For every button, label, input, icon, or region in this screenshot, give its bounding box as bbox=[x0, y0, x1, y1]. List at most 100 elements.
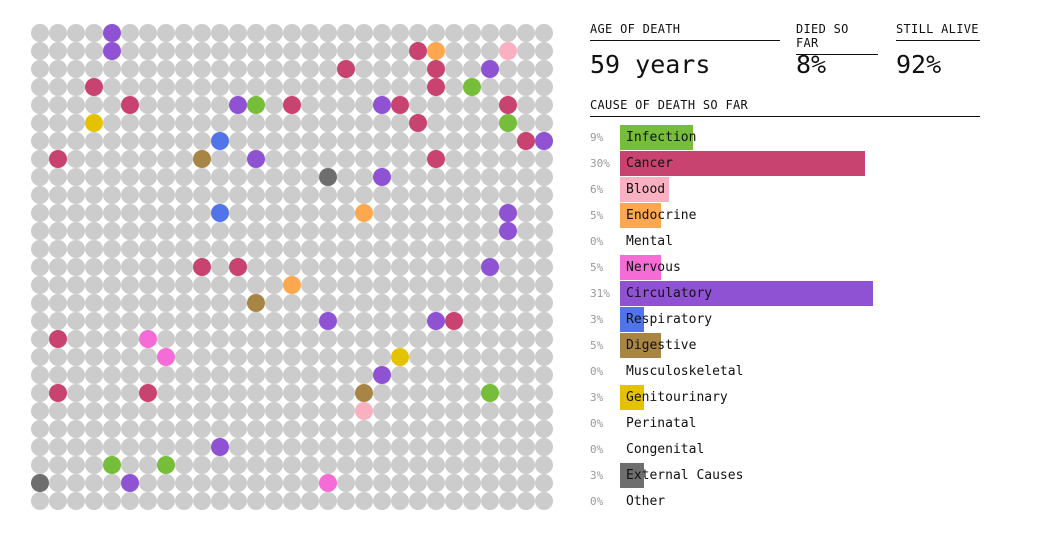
alive-dot bbox=[211, 258, 229, 276]
alive-dot bbox=[373, 204, 391, 222]
death-dot bbox=[355, 402, 373, 420]
alive-dot bbox=[31, 240, 49, 258]
alive-dot bbox=[373, 420, 391, 438]
alive-dot bbox=[499, 276, 517, 294]
alive-dot bbox=[85, 258, 103, 276]
alive-dot bbox=[517, 366, 535, 384]
alive-dot bbox=[319, 276, 337, 294]
alive-dot bbox=[283, 330, 301, 348]
alive-dot bbox=[301, 168, 319, 186]
alive-dot bbox=[337, 42, 355, 60]
cause-percent-label: 0% bbox=[590, 235, 604, 248]
alive-dot bbox=[229, 438, 247, 456]
alive-dot bbox=[175, 60, 193, 78]
alive-dot bbox=[265, 474, 283, 492]
cause-name-label: Nervous bbox=[626, 260, 681, 275]
death-dot bbox=[157, 456, 175, 474]
alive-dot bbox=[67, 222, 85, 240]
alive-dot bbox=[139, 78, 157, 96]
alive-dot bbox=[85, 330, 103, 348]
alive-dot bbox=[301, 204, 319, 222]
alive-dot bbox=[49, 186, 67, 204]
alive-dot bbox=[247, 258, 265, 276]
alive-dot bbox=[391, 78, 409, 96]
alive-dot bbox=[445, 384, 463, 402]
alive-dot bbox=[229, 114, 247, 132]
alive-dot bbox=[535, 204, 553, 222]
alive-dot bbox=[67, 456, 85, 474]
alive-dot bbox=[85, 294, 103, 312]
death-dot bbox=[157, 348, 175, 366]
death-dot bbox=[499, 114, 517, 132]
alive-dot bbox=[499, 330, 517, 348]
still-alive-value: 92% bbox=[896, 50, 942, 79]
alive-dot bbox=[121, 384, 139, 402]
alive-dot bbox=[301, 366, 319, 384]
alive-dot bbox=[319, 366, 337, 384]
alive-dot bbox=[157, 258, 175, 276]
alive-dot bbox=[391, 240, 409, 258]
alive-dot bbox=[535, 276, 553, 294]
cause-percent-label: 3% bbox=[590, 469, 604, 482]
alive-dot bbox=[103, 114, 121, 132]
alive-dot bbox=[319, 384, 337, 402]
alive-dot bbox=[211, 186, 229, 204]
alive-dot bbox=[409, 348, 427, 366]
alive-dot bbox=[337, 96, 355, 114]
alive-dot bbox=[157, 474, 175, 492]
alive-dot bbox=[463, 330, 481, 348]
alive-dot bbox=[427, 132, 445, 150]
alive-dot bbox=[301, 96, 319, 114]
alive-dot bbox=[193, 60, 211, 78]
alive-dot bbox=[337, 438, 355, 456]
alive-dot bbox=[193, 456, 211, 474]
cause-bar bbox=[620, 307, 644, 332]
alive-dot bbox=[67, 186, 85, 204]
alive-dot bbox=[499, 312, 517, 330]
alive-dot bbox=[301, 276, 319, 294]
alive-dot bbox=[391, 168, 409, 186]
alive-dot bbox=[49, 222, 67, 240]
alive-dot bbox=[499, 240, 517, 258]
alive-dot bbox=[445, 168, 463, 186]
alive-dot bbox=[517, 312, 535, 330]
alive-dot bbox=[229, 276, 247, 294]
death-dot bbox=[121, 96, 139, 114]
alive-dot bbox=[463, 96, 481, 114]
death-dot bbox=[427, 150, 445, 168]
alive-dot bbox=[175, 456, 193, 474]
alive-dot bbox=[211, 150, 229, 168]
alive-dot bbox=[139, 204, 157, 222]
alive-dot bbox=[481, 366, 499, 384]
alive-dot bbox=[463, 150, 481, 168]
alive-dot bbox=[445, 96, 463, 114]
alive-dot bbox=[355, 438, 373, 456]
alive-dot bbox=[247, 402, 265, 420]
alive-dot bbox=[229, 402, 247, 420]
alive-dot bbox=[247, 438, 265, 456]
alive-dot bbox=[85, 186, 103, 204]
alive-dot bbox=[301, 402, 319, 420]
alive-dot bbox=[481, 150, 499, 168]
alive-dot bbox=[409, 60, 427, 78]
alive-dot bbox=[175, 492, 193, 510]
alive-dot bbox=[337, 294, 355, 312]
alive-dot bbox=[49, 258, 67, 276]
death-dot bbox=[319, 168, 337, 186]
alive-dot bbox=[373, 240, 391, 258]
alive-dot bbox=[481, 186, 499, 204]
alive-dot bbox=[139, 42, 157, 60]
alive-dot bbox=[283, 438, 301, 456]
alive-dot bbox=[103, 240, 121, 258]
alive-dot bbox=[373, 258, 391, 276]
alive-dot bbox=[67, 366, 85, 384]
alive-dot bbox=[481, 222, 499, 240]
alive-dot bbox=[409, 492, 427, 510]
alive-dot bbox=[157, 294, 175, 312]
alive-dot bbox=[427, 294, 445, 312]
alive-dot bbox=[283, 474, 301, 492]
alive-dot bbox=[157, 114, 175, 132]
alive-dot bbox=[355, 348, 373, 366]
alive-dot bbox=[211, 114, 229, 132]
alive-dot bbox=[337, 222, 355, 240]
